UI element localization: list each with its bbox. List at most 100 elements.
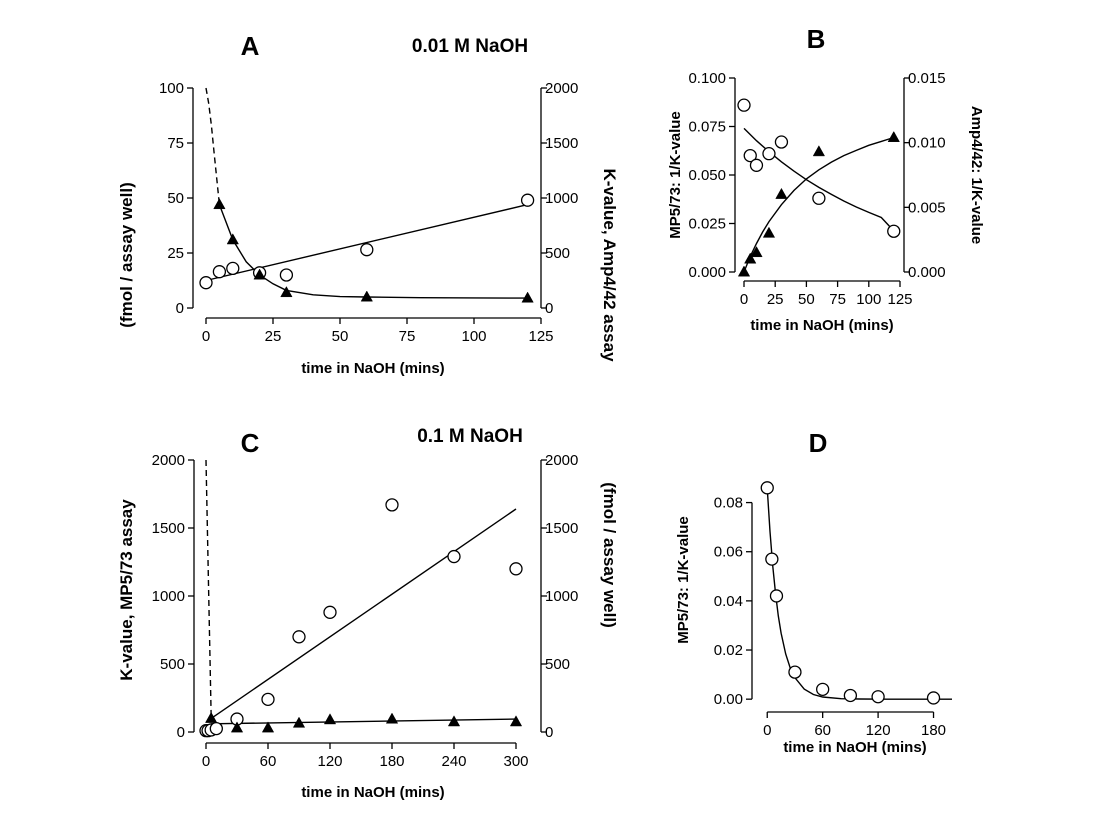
left-y-tick-label: 1000 (152, 588, 185, 605)
right-y-tick-label: 1000 (545, 190, 578, 207)
data-point-triangle (261, 721, 275, 733)
x-tick-label: 60 (814, 722, 831, 739)
data-point-circle (788, 665, 802, 679)
shared-right-ylabel-unit: (fmol / assay well) (600, 482, 619, 628)
data-point-triangle (521, 291, 534, 303)
data-point-circle (760, 481, 774, 495)
left-y-tick-label: 0.025 (688, 216, 726, 233)
right-y-tick-label: 1500 (545, 520, 578, 537)
data-point-triangle (205, 711, 218, 723)
data-point-circle (812, 191, 826, 205)
data-point-circle (360, 243, 374, 257)
left-y-tick-label: 0 (176, 300, 184, 317)
x-tick-label: 0 (202, 753, 210, 770)
right-y-tick-label: 2000 (545, 80, 578, 97)
data-point-triangle (280, 286, 293, 298)
x-tick-label: 125 (528, 328, 553, 345)
left-y-tick-label: 1500 (152, 520, 185, 537)
shared-left-ylabel-unit: (fmol / assay well) (117, 182, 136, 328)
x-tick-label: 0 (740, 291, 748, 308)
data-point-triangle (812, 145, 826, 157)
data-point-triangle (385, 712, 399, 724)
left-y-tick-label: 50 (167, 190, 184, 207)
data-point-circle (774, 135, 789, 149)
x-tick-label: 125 (887, 291, 912, 308)
right-y-tick-label: 500 (545, 656, 570, 673)
shared-left-ylabel: K-value, MP5/73 assay (117, 499, 136, 681)
data-point-circle (447, 549, 461, 564)
left-y-tick-label: 0.00 (714, 691, 743, 708)
data-point-triangle (292, 716, 306, 728)
data-point-circle (520, 193, 535, 207)
data-point-triangle (323, 713, 337, 725)
left-y-tick-label: 0.04 (714, 593, 743, 610)
x-axis-label: time in NaOH (mins) (301, 360, 444, 377)
left-y-tick-label: 25 (167, 245, 184, 262)
x-tick-label: 240 (441, 753, 466, 770)
data-point-circle (769, 589, 784, 603)
x-tick-label: 100 (856, 291, 881, 308)
data-point-circle (509, 562, 523, 576)
data-point-circle (749, 158, 764, 172)
right-y-tick-label: 0.010 (908, 135, 946, 152)
dashed-fit-curve (205, 87, 221, 205)
x-tick-label: 180 (379, 753, 404, 770)
shared-right-ylabel: K-value, Amp4/42 assay (600, 168, 619, 362)
data-point-triangle (230, 721, 244, 733)
data-point-circle (209, 721, 223, 736)
right-y-tick-label: 500 (545, 245, 570, 262)
x-tick-label: 25 (767, 291, 784, 308)
right-y-tick-label: 1500 (545, 135, 578, 152)
left-y-axis-label: MP5/73: 1/K-value (667, 111, 684, 239)
right-y-tick-label: 0.015 (908, 70, 946, 87)
condition-label: 0.01 M NaOH (412, 36, 528, 57)
data-point-circle (871, 690, 885, 704)
left-y-tick-label: 0.100 (688, 70, 726, 87)
data-point-triangle (750, 246, 763, 258)
left-y-axis-label: MP5/73: 1/K-value (675, 516, 692, 644)
fit-curve (211, 718, 517, 725)
data-point-triangle (762, 226, 776, 238)
data-point-circle (292, 630, 306, 644)
x-tick-label: 0 (763, 722, 771, 739)
data-point-circle (816, 682, 830, 696)
data-point-circle (887, 224, 901, 238)
left-y-tick-label: 0.000 (688, 264, 726, 281)
fit-curve (743, 127, 895, 232)
x-tick-label: 100 (461, 328, 486, 345)
data-point-circle (926, 691, 941, 705)
data-point-triangle (360, 290, 373, 302)
left-y-tick-label: 0.06 (714, 544, 743, 561)
panel-a: A 0.01 M NaOH 0 25 50 75 100 125 time in NaOH (m… (159, 31, 578, 377)
data-point-triangle (447, 715, 461, 727)
data-point-triangle (213, 198, 226, 210)
fit-curve (210, 508, 517, 719)
left-y-tick-label: 75 (167, 135, 184, 152)
x-axis-label: time in NaOH (mins) (301, 784, 444, 801)
data-point-circle (743, 148, 757, 163)
left-y-tick-label: 0.08 (714, 495, 743, 512)
data-point-triangle (509, 715, 523, 727)
x-tick-label: 50 (332, 328, 349, 345)
right-y-tick-label: 0.005 (908, 199, 946, 216)
x-tick-label: 120 (317, 753, 342, 770)
left-y-tick-label: 0 (177, 724, 185, 741)
left-y-tick-label: 100 (159, 80, 184, 97)
data-point-triangle (744, 252, 757, 264)
data-point-circle (762, 147, 776, 161)
data-point-circle (843, 688, 858, 703)
x-tick-label: 25 (265, 328, 282, 345)
right-y-tick-label: 2000 (545, 452, 578, 469)
data-point-triangle (226, 233, 239, 245)
data-point-circle (261, 692, 275, 707)
panel-c: C 0.1 M NaOH 0 60 120 180 240 300 time in NaOH (… (152, 426, 579, 801)
x-tick-label: 120 (866, 722, 891, 739)
x-tick-label: 60 (260, 753, 277, 770)
panel-b: B 0 25 50 75 100 125 time in NaOH (mins) 0.000 0.… (667, 24, 985, 334)
left-y-tick-label: 0.02 (714, 642, 743, 659)
data-point-circle (199, 276, 213, 290)
x-tick-label: 180 (921, 722, 946, 739)
x-tick-label: 75 (399, 328, 416, 345)
right-y-axis-label: Amp4/42: 1/K-value (968, 106, 985, 244)
